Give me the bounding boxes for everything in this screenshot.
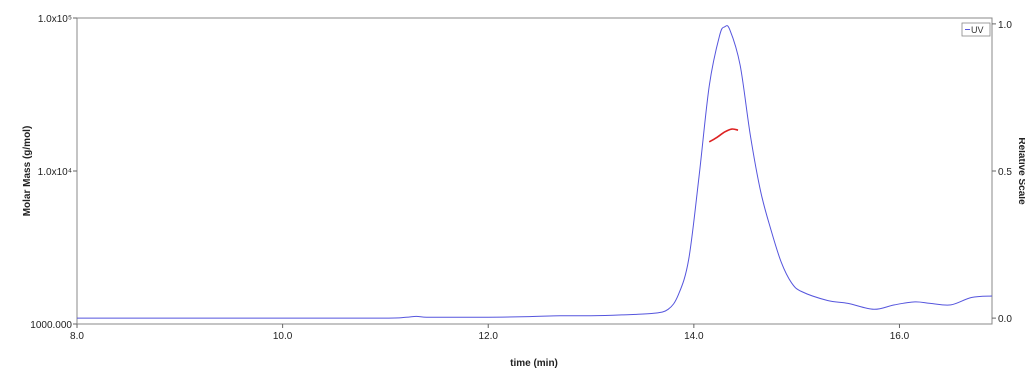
x-tick-label: 12.0	[479, 331, 499, 342]
x-tick-label: 16.0	[890, 331, 910, 342]
y-tick-label: 1.0x10⁵	[38, 14, 72, 25]
legend-box	[961, 22, 991, 37]
x-axis-ticks: 8.0 10.0 12.0 14.0 16.0	[70, 324, 910, 342]
y-tick-label: 1.0x10⁴	[38, 167, 72, 178]
y-tick-label: 1000.000	[30, 320, 72, 331]
legend: UV	[961, 22, 991, 37]
x-tick-label: 10.0	[273, 331, 293, 342]
molar-mass-series-line	[708, 128, 739, 143]
x-tick-label: 8.0	[70, 331, 84, 342]
y2-tick-label: 0.5	[998, 167, 1012, 178]
y2-axis-title: Relative Scale	[1016, 137, 1025, 205]
uv-series-line	[77, 25, 993, 319]
legend-label: UV	[971, 25, 984, 35]
x-axis-title: time (min)	[510, 358, 558, 369]
y2-tick-label: 0.0	[998, 314, 1012, 325]
y2-tick-label: 1.0	[998, 20, 1012, 31]
series-layer	[77, 25, 993, 319]
x-tick-label: 14.0	[684, 331, 704, 342]
y-axis-title: Molar Mass (g/mol)	[22, 126, 33, 217]
y-axis-ticks: 1000.000 1.0x10⁴ 1.0x10⁵	[30, 14, 77, 331]
plot-frame	[76, 17, 993, 325]
y2-axis-ticks: 0.0 0.5 1.0	[992, 20, 1012, 325]
